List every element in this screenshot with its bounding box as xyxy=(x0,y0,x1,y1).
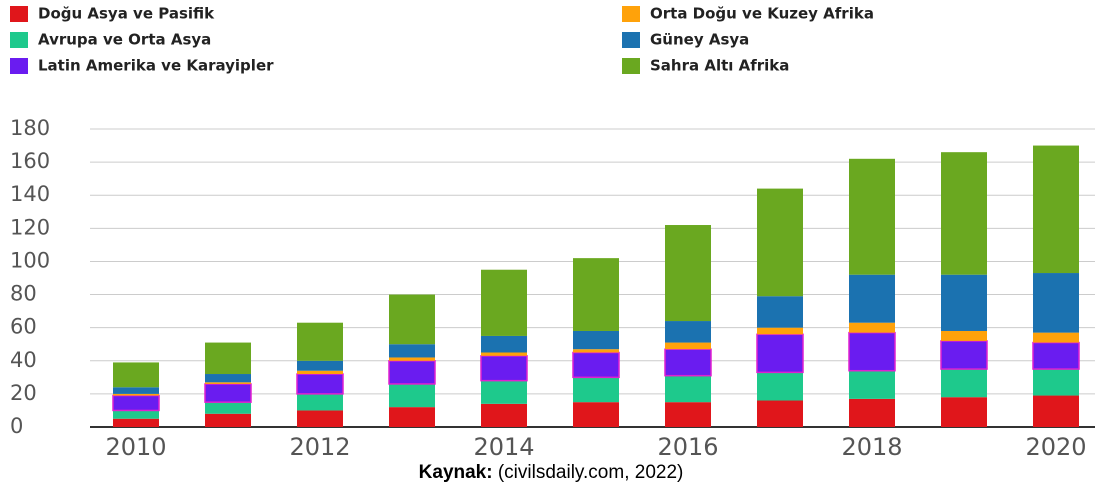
source-text: (civilsdaily.com, 2022) xyxy=(498,462,683,483)
bar-segment xyxy=(573,258,619,331)
bar-segment xyxy=(573,330,619,350)
bar-segment xyxy=(940,340,988,370)
x-tick-label: 2020 xyxy=(1025,433,1086,461)
y-tick-label: 140 xyxy=(10,182,50,206)
bar-segment xyxy=(757,327,803,335)
legend-label: Latin Amerika ve Karayipler xyxy=(38,57,274,75)
bar-segment xyxy=(941,369,987,398)
y-tick-label: 60 xyxy=(10,315,37,339)
bar-segment xyxy=(573,349,619,353)
bar-segment xyxy=(849,158,895,275)
legend-swatch xyxy=(622,6,640,22)
bar-segment xyxy=(572,351,620,379)
bar-segment xyxy=(205,374,251,383)
y-tick-label: 180 xyxy=(10,116,50,140)
bar-segment xyxy=(757,188,803,297)
x-tick-label: 2016 xyxy=(657,433,718,461)
y-tick-label: 160 xyxy=(10,149,50,173)
bar-segment xyxy=(113,387,159,394)
bar-segment xyxy=(1033,395,1079,427)
bar-segment xyxy=(297,322,343,361)
bar-segment xyxy=(112,394,160,412)
bar-segment xyxy=(573,377,619,403)
bar-segment xyxy=(297,360,343,371)
bar-segment xyxy=(941,274,987,331)
source-label: Kaynak: xyxy=(419,462,493,483)
legend-swatch xyxy=(10,58,28,74)
bar-segment xyxy=(849,274,895,323)
bar-segment xyxy=(481,269,527,336)
bar-segment xyxy=(113,418,159,427)
bar-segment xyxy=(756,333,804,374)
bar-segment xyxy=(296,373,344,395)
bar-segment xyxy=(849,370,895,399)
y-tick-label: 80 xyxy=(10,282,37,306)
y-tick-label: 100 xyxy=(10,248,50,272)
bar-segment xyxy=(665,225,711,322)
bar-segment xyxy=(297,393,343,411)
bar-segment xyxy=(205,382,251,384)
x-tick-label: 2018 xyxy=(841,433,902,461)
legend-label: Avrupa ve Orta Asya xyxy=(38,31,211,49)
bar-segment xyxy=(848,331,896,372)
bar-segment xyxy=(480,355,528,382)
legend-label: Güney Asya xyxy=(650,31,749,49)
x-tick-label: 2012 xyxy=(289,433,350,461)
source: Kaynak: (civilsdaily.com, 2022) xyxy=(419,462,684,483)
bar-segment xyxy=(113,362,159,388)
legend-swatch xyxy=(622,58,640,74)
bar-segment xyxy=(113,410,159,419)
x-tick-label: 2010 xyxy=(105,433,166,461)
legend-label: Doğu Asya ve Pasifik xyxy=(38,5,215,23)
bar-segment xyxy=(665,402,711,427)
bar-segment xyxy=(941,152,987,275)
bar-segment xyxy=(757,296,803,328)
y-tick-label: 40 xyxy=(10,348,37,372)
bar-segment xyxy=(1033,332,1079,343)
legend-swatch xyxy=(10,32,28,48)
bar-segment xyxy=(481,352,527,356)
legend-swatch xyxy=(10,6,28,22)
y-tick-label: 0 xyxy=(10,414,23,438)
bar-segment xyxy=(849,398,895,427)
legend-swatch xyxy=(622,32,640,48)
y-tick-label: 120 xyxy=(10,215,50,239)
bar-segment xyxy=(205,402,251,414)
bar-segment xyxy=(481,335,527,353)
bar-segment xyxy=(665,375,711,403)
bar-segment xyxy=(573,402,619,427)
bar-segment xyxy=(389,383,435,408)
bar-segment xyxy=(389,407,435,427)
x-tick-label: 2014 xyxy=(473,433,534,461)
bar-segment xyxy=(941,397,987,427)
bar-segment xyxy=(297,370,343,375)
legend-label: Orta Doğu ve Kuzey Afrika xyxy=(650,5,874,23)
bar-segment xyxy=(665,321,711,343)
bar-segment xyxy=(481,380,527,404)
y-tick-label: 20 xyxy=(10,381,37,405)
bar-segment xyxy=(665,342,711,350)
bar-segment xyxy=(664,348,712,377)
bar-segment xyxy=(1033,145,1079,274)
bar-segment xyxy=(113,393,159,396)
bar-segment xyxy=(941,330,987,341)
bar-segment xyxy=(389,357,435,361)
bar-segment xyxy=(1033,273,1079,333)
bar-segment xyxy=(481,403,527,427)
bar-segment xyxy=(205,413,251,427)
bar-segment xyxy=(388,360,436,385)
bar-segment xyxy=(297,410,343,427)
bar-segment xyxy=(757,372,803,401)
bar-segment xyxy=(389,294,435,345)
legend-label: Sahra Altı Afrika xyxy=(650,57,789,75)
bar-segment xyxy=(1033,369,1079,396)
bar-segment xyxy=(849,322,895,333)
bar-segment xyxy=(205,342,251,375)
bar-segment xyxy=(204,383,252,403)
bar-segment xyxy=(1032,341,1080,370)
bar-segment xyxy=(389,344,435,358)
bar-segment xyxy=(757,400,803,427)
